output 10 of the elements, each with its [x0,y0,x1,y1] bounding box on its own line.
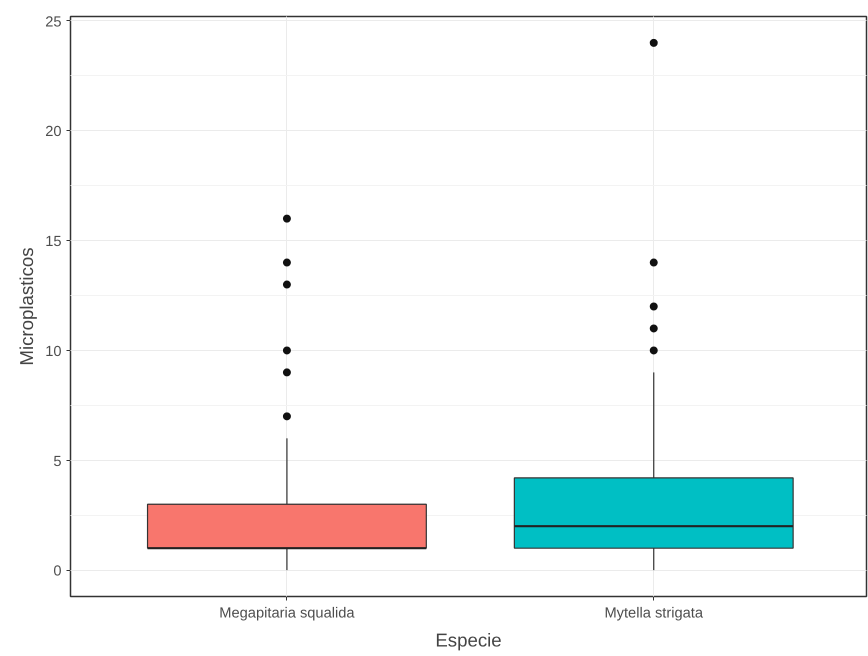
y-tick-label: 20 [45,124,62,140]
y-tick-label: 10 [45,344,62,360]
y-axis-title: Microplasticos [16,247,38,366]
x-tick-label: Mytella strigata [604,606,704,622]
y-tick-label: 0 [53,564,62,580]
x-tick-label: Megapitaria squalida [219,606,356,622]
y-tick-label: 5 [53,454,62,470]
y-tick-label: 25 [45,14,62,30]
x-axis-title: Especie [435,630,502,650]
y-tick-label: 15 [45,234,62,250]
